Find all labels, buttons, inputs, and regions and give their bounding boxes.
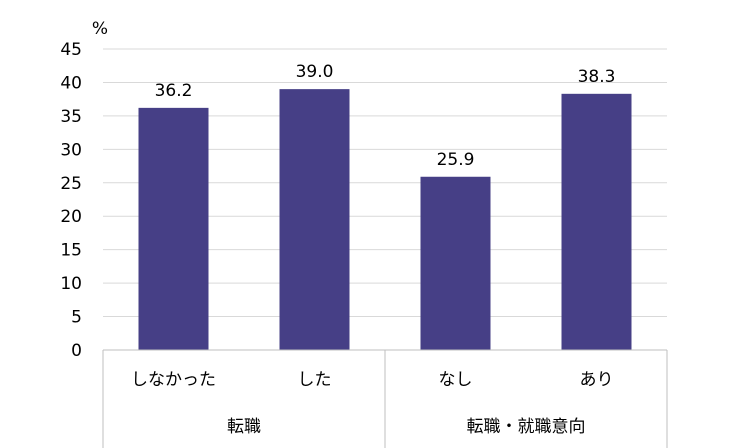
y-tick-label: 30	[60, 140, 82, 160]
x-category-label: あり	[580, 370, 614, 390]
x-axis	[102, 349, 668, 448]
bars	[138, 89, 632, 351]
data-label: 39.0	[296, 62, 334, 82]
y-tick-label: 40	[60, 73, 82, 93]
y-axis-unit-label: %	[92, 19, 108, 39]
y-axis-ticks: 0 5 10 15 20 25 30 35 40 45	[60, 40, 82, 361]
y-tick-label: 5	[71, 308, 82, 328]
data-label: 36.2	[155, 81, 193, 101]
data-label: 38.3	[578, 67, 616, 87]
x-category-label: なし	[439, 370, 473, 390]
x-category-label: した	[298, 370, 332, 390]
y-tick-label: 15	[60, 241, 82, 261]
y-tick-label: 0	[71, 341, 82, 361]
y-tick-label: 35	[60, 107, 82, 127]
x-group-label: 転職・就職意向	[467, 417, 586, 437]
bar	[279, 89, 350, 350]
bar	[420, 176, 491, 350]
x-axis-category-labels: しなかった した なし あり	[131, 370, 614, 390]
data-labels: 36.2 39.0 25.9 38.3	[155, 62, 616, 170]
bar	[138, 107, 209, 351]
x-group-label: 転職	[227, 417, 261, 437]
y-tick-label: 20	[60, 207, 82, 227]
y-tick-label: 10	[60, 274, 82, 294]
y-tick-label: 45	[60, 40, 82, 60]
x-category-label: しなかった	[131, 370, 216, 390]
x-axis-group-labels: 転職 転職・就職意向	[227, 417, 586, 437]
data-label: 25.9	[437, 150, 475, 170]
y-tick-label: 25	[60, 174, 82, 194]
bar	[561, 93, 632, 350]
